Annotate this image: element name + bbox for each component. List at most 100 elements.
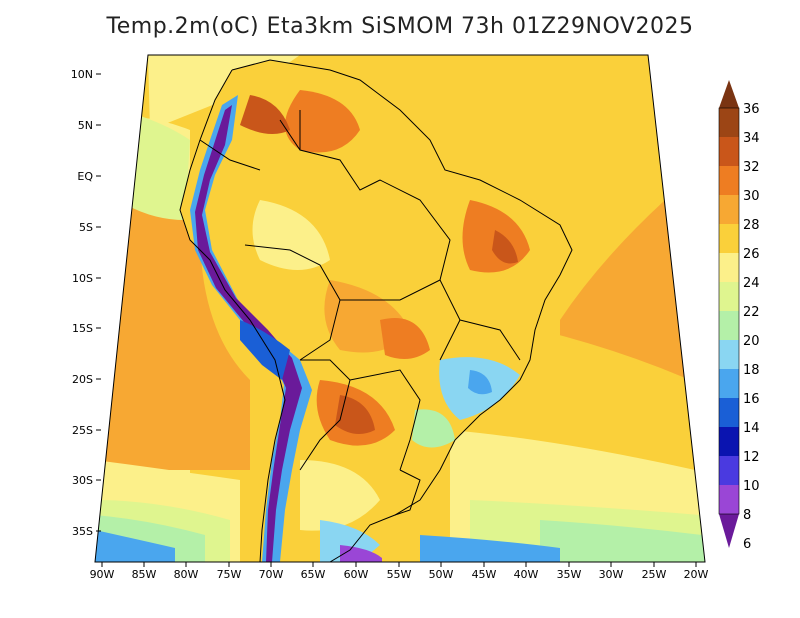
lon-tick-40w: 40W [514, 562, 539, 581]
colorbar-swatch [719, 137, 739, 166]
lat-label: 35S [72, 525, 93, 538]
colorbar-label: 32 [743, 160, 760, 175]
pacific-far-south [95, 530, 175, 562]
lon-tick-60w: 60W [344, 562, 369, 581]
lat-label: EQ [77, 170, 93, 183]
colorbar-swatch [719, 427, 739, 456]
lon-tick-30w: 30W [599, 562, 624, 581]
colorbar-swatch [719, 166, 739, 195]
colorbar-swatch [719, 456, 739, 485]
colorbar-top-arrow [719, 80, 739, 108]
colorbar-label: 30 [743, 189, 760, 204]
atlantic-far-south [420, 535, 560, 562]
latitude-axis: 10N 5N EQ 5S 10S 15S 20S 25S 30S 35S [71, 68, 101, 538]
lat-tick-eq: EQ [77, 170, 101, 183]
colorbar-label: 24 [743, 276, 760, 291]
land-hot-pantanal [380, 318, 430, 359]
longitude-axis: 90W 85W 80W 75W 70W 65W 60W 55W 50W 45W … [90, 562, 709, 581]
lon-tick-45w: 45W [472, 562, 497, 581]
colorbar-label: 10 [743, 479, 760, 494]
lat-tick-5s: 5S [79, 221, 101, 234]
lon-label: 90W [90, 568, 115, 581]
lat-tick-10n: 10N [71, 68, 101, 81]
lon-label: 80W [174, 568, 199, 581]
lon-label: 85W [132, 568, 157, 581]
lon-label: 75W [217, 568, 242, 581]
colorbar-swatch [719, 224, 739, 253]
lat-label: 5N [78, 119, 93, 132]
colorbar-swatch [719, 253, 739, 282]
land-very-hot-chaco [335, 395, 375, 434]
colorbar-swatch [719, 108, 739, 137]
lon-tick-70w: 70W [259, 562, 284, 581]
lon-tick-20w: 20W [684, 562, 709, 581]
lon-label: 45W [472, 568, 497, 581]
colorbar-label: 14 [743, 421, 760, 436]
colorbar-label: 12 [743, 450, 760, 465]
lat-tick-30s: 30S [72, 474, 101, 487]
lon-label: 40W [514, 568, 539, 581]
lat-label: 25S [72, 424, 93, 437]
lat-tick-15s: 15S [72, 322, 101, 335]
land-cool-south [412, 409, 455, 448]
country-borders [179, 59, 573, 562]
colorbar-label: 22 [743, 305, 760, 320]
colorbar-label: 34 [743, 131, 760, 146]
lat-label: 30S [72, 474, 93, 487]
colorbar: 36 34 32 30 28 26 24 22 20 18 16 14 12 1… [718, 80, 760, 552]
lat-label: 15S [72, 322, 93, 335]
colorbar-swatch [719, 485, 739, 514]
lat-label: 10N [71, 68, 93, 81]
colorbar-swatch [719, 369, 739, 398]
lon-label: 65W [301, 568, 326, 581]
lon-tick-75w: 75W [217, 562, 242, 581]
andes-altiplano [240, 320, 290, 380]
colorbar-swatch [719, 195, 739, 224]
land-cold-mantiqueira [468, 370, 492, 395]
colorbar-label: 36 [743, 102, 760, 117]
lon-tick-50w: 50W [429, 562, 454, 581]
lon-tick-35w: 35W [557, 562, 582, 581]
pacific-warm [100, 130, 250, 470]
colorbar-label: 6 [743, 537, 751, 552]
colorbar-swatch [719, 340, 739, 369]
lon-label: 30W [599, 568, 624, 581]
lon-label: 25W [642, 568, 667, 581]
lat-label: 10S [72, 272, 93, 285]
colorbar-swatch [719, 311, 739, 340]
colorbar-label: 8 [743, 508, 751, 523]
lat-tick-10s: 10S [72, 272, 101, 285]
land-very-hot-ne [492, 230, 518, 264]
lon-tick-65w: 65W [301, 562, 326, 581]
lat-label: 5S [79, 221, 93, 234]
colorbar-label: 18 [743, 363, 760, 378]
atlantic-cold [540, 520, 705, 562]
colorbar-label: 20 [743, 334, 760, 349]
lon-label: 50W [429, 568, 454, 581]
colorbar-swatch [719, 398, 739, 427]
land-very-hot-nw [240, 95, 290, 134]
lon-tick-90w: 90W [90, 562, 115, 581]
colorbar-label: 28 [743, 218, 760, 233]
land-mild-pampas [300, 460, 380, 531]
lon-label: 70W [259, 568, 284, 581]
lat-tick-20s: 20S [72, 373, 101, 386]
lon-tick-85w: 85W [132, 562, 157, 581]
map-field [95, 55, 705, 562]
colorbar-bottom-arrow [719, 514, 739, 548]
lat-tick-25s: 25S [72, 424, 101, 437]
colorbar-label: 16 [743, 392, 760, 407]
lon-label: 35W [557, 568, 582, 581]
lon-label: 20W [684, 568, 709, 581]
map-title: Temp.2m(oC) Eta3km SiSMOM 73h 01Z29NOV20… [106, 14, 694, 39]
lon-label: 55W [387, 568, 412, 581]
lat-tick-35s: 35S [72, 525, 101, 538]
colorbar-swatch [719, 282, 739, 311]
colorbar-label: 26 [743, 247, 760, 262]
lon-tick-80w: 80W [174, 562, 199, 581]
lon-label: 60W [344, 568, 369, 581]
lat-tick-5n: 5N [78, 119, 101, 132]
lat-label: 20S [72, 373, 93, 386]
land-mild-amazon [252, 200, 330, 270]
